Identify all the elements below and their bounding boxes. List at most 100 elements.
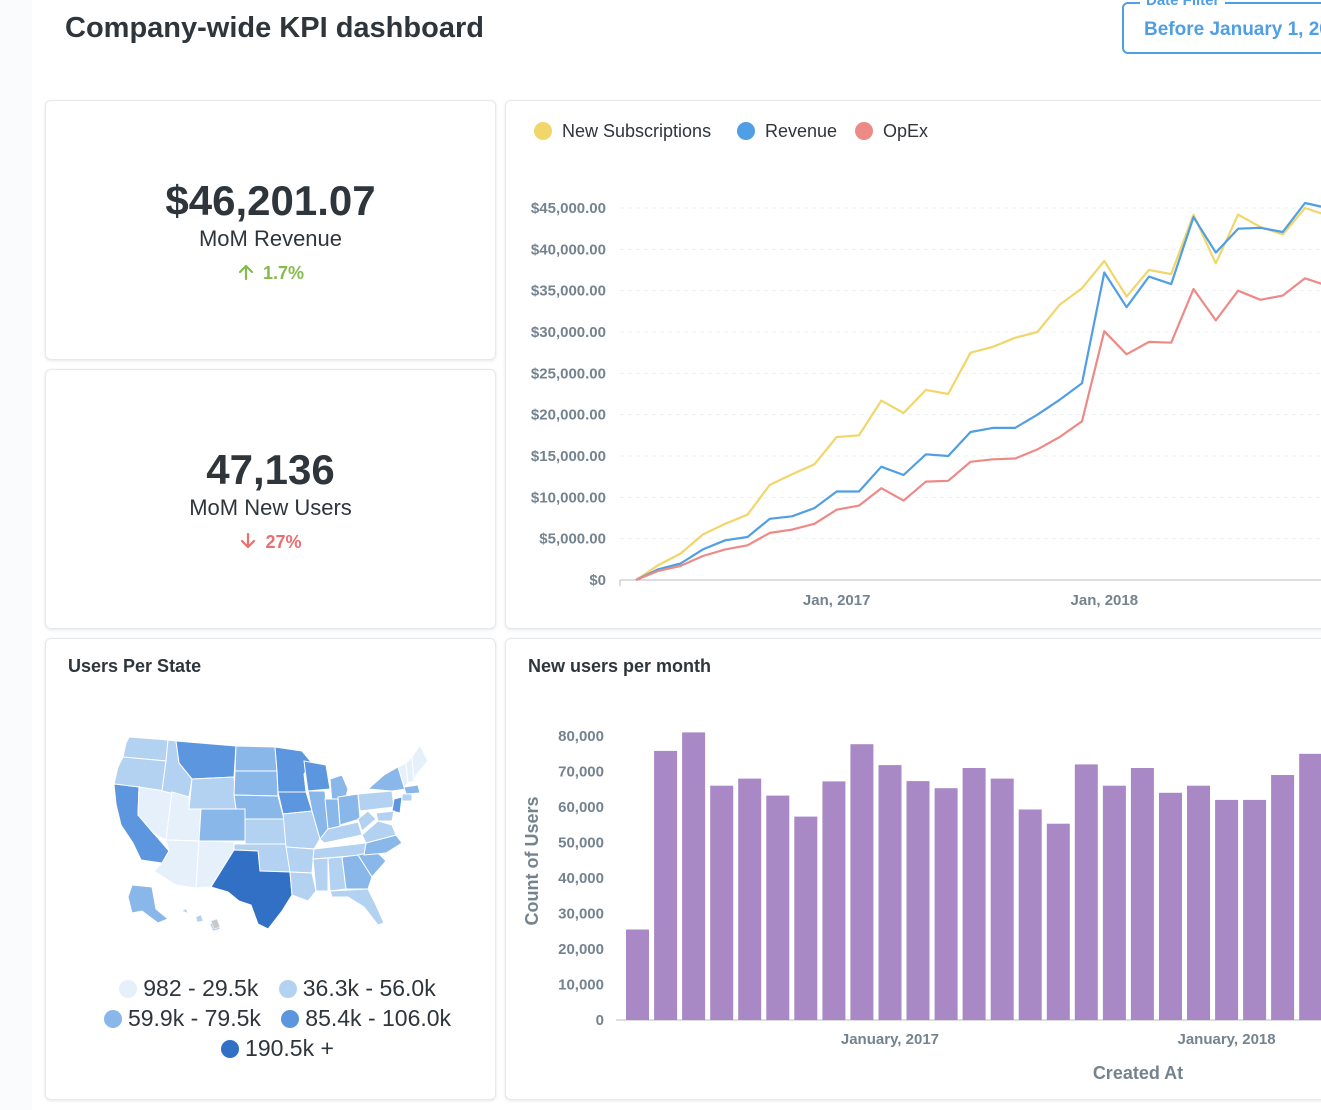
y-axis-label: Count of Users bbox=[522, 796, 542, 925]
bar bbox=[626, 929, 649, 1020]
series-line-opex bbox=[635, 277, 1321, 582]
revenue-label: MoM Revenue bbox=[198, 226, 343, 251]
line-chart: $0 $5,000.00 $10,000.00 $15,000.00 $20,000.0… bbox=[531, 200, 1321, 609]
y-tick-label: 10,000 bbox=[558, 977, 604, 994]
state-wv bbox=[357, 810, 377, 832]
x-tick-label: January, 2018 bbox=[1177, 1031, 1275, 1048]
bar bbox=[794, 816, 818, 1020]
new-users-change-value: 27% bbox=[265, 532, 302, 552]
x-tick-label: Jan, 2018 bbox=[1071, 592, 1139, 609]
state-wy bbox=[188, 776, 237, 810]
new-users-card[interactable]: 47,136 MoM New Users 27% bbox=[45, 369, 496, 629]
date-filter-value: Before January 1, 2019 bbox=[1144, 19, 1321, 40]
state-tx bbox=[210, 849, 293, 930]
arrow-down-icon bbox=[241, 532, 256, 549]
dashboard-title: Company-wide KPI dashboard bbox=[65, 12, 484, 44]
bar bbox=[850, 744, 874, 1020]
users-per-state-card[interactable]: Users Per State bbox=[45, 638, 496, 1100]
bar bbox=[738, 778, 762, 1020]
x-tick-label: January, 2017 bbox=[841, 1031, 939, 1048]
state-ak bbox=[127, 884, 169, 924]
bar bbox=[1243, 799, 1267, 1020]
state-oh bbox=[337, 793, 361, 826]
bar bbox=[1215, 799, 1239, 1020]
state-me bbox=[411, 744, 429, 782]
state-in bbox=[324, 798, 341, 830]
map-legend-label: 36.3k - 56.0k bbox=[302, 975, 436, 1001]
bar bbox=[682, 732, 706, 1020]
kpi-line-chart-card[interactable]: New Subscriptions Revenue OpEx $0 $5,000.… bbox=[505, 100, 1321, 629]
state-pa bbox=[357, 790, 395, 812]
x-axis-label: Created At bbox=[1093, 1063, 1183, 1083]
bar bbox=[1102, 785, 1126, 1020]
series-line-new-subscriptions bbox=[635, 206, 1321, 581]
state-other bbox=[210, 918, 221, 930]
y-tick-label: 80,000 bbox=[558, 728, 604, 745]
bar bbox=[906, 781, 930, 1020]
y-tick-label: 40,000 bbox=[558, 870, 604, 887]
bar bbox=[1187, 785, 1210, 1020]
legend-label: OpEx bbox=[883, 121, 929, 141]
state-md bbox=[375, 810, 395, 822]
state-fl bbox=[329, 888, 385, 926]
bar-chart: 0 10,000 20,000 30,000 40,000 50,000 60,000 70,… bbox=[522, 728, 1321, 1083]
state-ms bbox=[312, 857, 329, 892]
legend-label: New Subscriptions bbox=[562, 121, 712, 141]
bar bbox=[934, 788, 958, 1020]
legend-opex[interactable]: OpEx bbox=[855, 121, 928, 142]
legend-swatch bbox=[103, 1010, 122, 1028]
legend-revenue[interactable]: Revenue bbox=[737, 121, 837, 142]
state-la bbox=[289, 871, 317, 902]
state-ky bbox=[319, 821, 363, 844]
legend-dot bbox=[534, 122, 552, 140]
legend-new-subscriptions[interactable]: New Subscriptions bbox=[534, 121, 711, 142]
y-tick-label: 70,000 bbox=[558, 764, 604, 781]
new-users-label: MoM New Users bbox=[189, 495, 352, 520]
state-ks bbox=[244, 818, 287, 845]
bar bbox=[1018, 809, 1042, 1020]
bar bbox=[1299, 753, 1321, 1021]
state-ma bbox=[403, 784, 421, 795]
new-users-value: 47,136 bbox=[206, 446, 335, 493]
revenue-change-value: 1.7% bbox=[262, 263, 305, 283]
legend-label: Revenue bbox=[765, 121, 838, 141]
date-filter[interactable]: Date Filter Before January 1, 2019 bbox=[1122, 0, 1321, 54]
series-line-revenue bbox=[635, 201, 1321, 581]
state-co bbox=[198, 808, 246, 842]
y-tick-label: 30,000 bbox=[558, 906, 604, 923]
y-tick-label: 0 bbox=[596, 1012, 604, 1029]
legend-swatch bbox=[119, 980, 138, 998]
bar bbox=[710, 785, 734, 1020]
revenue-value: $46,201.07 bbox=[165, 177, 376, 224]
state-ga bbox=[341, 854, 373, 890]
bar bbox=[822, 781, 846, 1020]
state-nd bbox=[234, 745, 278, 772]
state-ia bbox=[277, 791, 313, 815]
y-tick-label: $40,000.00 bbox=[531, 241, 606, 258]
new-users-per-month-card[interactable]: New users per month 0 10,000 20,000 30,000 4… bbox=[505, 638, 1321, 1100]
map-legend-label: 59.9k - 79.5k bbox=[127, 1005, 261, 1031]
bar bbox=[878, 765, 902, 1020]
bar bbox=[766, 795, 790, 1020]
bar bbox=[1130, 768, 1154, 1020]
y-tick-label: $35,000.00 bbox=[531, 283, 606, 300]
bar bbox=[990, 778, 1014, 1020]
bar bbox=[1046, 823, 1070, 1020]
y-tick-label: 50,000 bbox=[558, 835, 604, 852]
state-mn bbox=[274, 746, 313, 793]
y-tick-label: $5,000.00 bbox=[539, 531, 606, 548]
state-wi bbox=[303, 760, 331, 792]
y-tick-label: $30,000.00 bbox=[531, 324, 606, 341]
date-filter-label: Date Filter bbox=[1140, 0, 1226, 10]
legend-swatch bbox=[278, 980, 297, 998]
map-legend-label: 85.4k - 106.0k bbox=[305, 1005, 452, 1031]
arrow-up-icon bbox=[238, 264, 254, 281]
y-tick-label: 60,000 bbox=[558, 799, 604, 816]
map-legend: 982 - 29.5k 36.3k - 56.0k 59.9k - 79.5k … bbox=[46, 973, 495, 1063]
y-tick-label: $15,000.00 bbox=[531, 448, 606, 465]
bar bbox=[1074, 764, 1098, 1020]
legend-dot bbox=[737, 122, 755, 140]
state-hi bbox=[181, 908, 221, 932]
revenue-card[interactable]: $46,201.07 MoM Revenue 1.7% bbox=[45, 100, 496, 360]
bar bbox=[1271, 775, 1295, 1020]
